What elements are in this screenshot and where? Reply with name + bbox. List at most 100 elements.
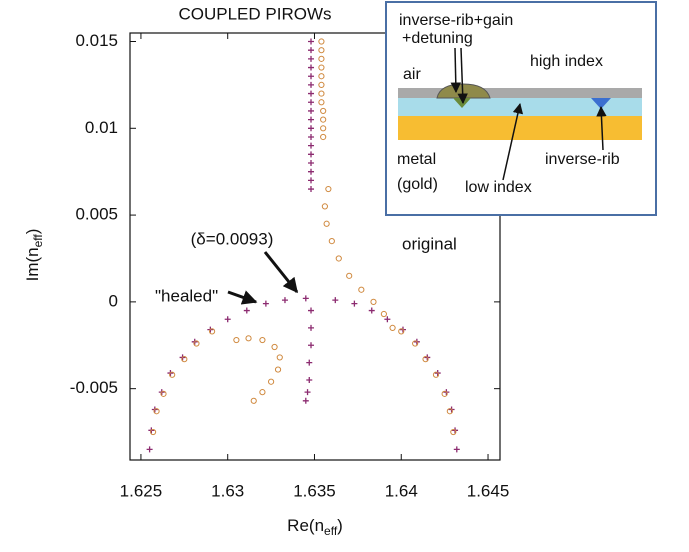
circle-marker — [370, 298, 377, 305]
plus-marker — [308, 73, 315, 80]
circle-marker — [320, 125, 327, 132]
plus-marker — [384, 316, 391, 323]
plus-marker — [308, 160, 315, 167]
x-tick-label: 1.625 — [120, 481, 163, 500]
circle-marker — [271, 343, 278, 351]
circle-marker — [169, 371, 176, 378]
circle-marker — [318, 81, 325, 88]
x-tick-label: 1.63 — [211, 481, 244, 500]
circle-marker — [358, 286, 365, 293]
inset-label: inverse-rib — [545, 151, 620, 168]
circle-marker — [318, 38, 325, 45]
circle-marker — [318, 64, 325, 71]
plus-marker — [308, 307, 315, 314]
circle-marker — [259, 336, 266, 344]
plus-marker — [308, 151, 315, 158]
arrow — [263, 251, 299, 294]
plus-marker — [302, 295, 309, 302]
y-tick-label: 0.01 — [85, 118, 118, 137]
circle-marker — [323, 220, 330, 227]
plus-marker — [308, 90, 315, 97]
circle-marker — [412, 340, 419, 347]
circle-marker — [441, 390, 448, 397]
plot: -0.005 0 0.005 0.01 0.015 1.625 1.63 1.635 1.64 1… — [70, 31, 510, 500]
inset-label: inverse-rib+gain — [399, 12, 513, 29]
y-tick-label: 0.015 — [75, 31, 118, 50]
circle-marker — [259, 389, 266, 396]
plus-marker — [308, 142, 315, 149]
plus-marker — [224, 316, 231, 323]
inset-label: low index — [465, 179, 532, 196]
circle-marker — [335, 255, 342, 262]
plus-marker — [308, 55, 315, 62]
high-index-layer — [398, 88, 642, 98]
plus-marker — [308, 125, 315, 132]
plus-marker — [308, 133, 315, 140]
plus-marker — [302, 397, 309, 404]
plus-marker — [146, 446, 153, 453]
circle-marker — [318, 99, 325, 106]
plus-marker — [308, 168, 315, 175]
plus-marker — [308, 116, 315, 123]
circle-marker — [325, 185, 332, 193]
circle-marker — [149, 428, 157, 436]
plus-marker — [243, 307, 250, 314]
circle-marker — [318, 55, 325, 62]
plus-marker — [308, 107, 315, 114]
inset-label: air — [403, 66, 421, 83]
chart-title: COUPLED PIROWs — [178, 4, 331, 23]
circle-marker — [398, 328, 405, 335]
circle-marker — [446, 408, 453, 415]
circle-marker — [389, 324, 396, 332]
plus-marker — [308, 177, 315, 184]
circle-marker — [153, 408, 160, 415]
inset-arrow — [457, 47, 468, 105]
plus-marker — [304, 389, 311, 396]
plus-marker — [306, 376, 313, 383]
delta-annotation: (δ=0.0093) — [191, 229, 274, 248]
plus-marker — [453, 446, 460, 453]
healed-annotation: "healed" — [155, 286, 218, 305]
arrow — [227, 290, 258, 305]
circle-marker — [450, 428, 457, 436]
inset-arrow — [450, 47, 462, 94]
y-axis-label: Im(neff) — [23, 229, 45, 282]
circle-marker — [318, 73, 325, 80]
y-tick-label: 0 — [109, 291, 118, 310]
circle-marker — [328, 238, 335, 245]
circle-marker — [267, 378, 275, 385]
plus-marker — [368, 307, 375, 314]
circle-marker — [181, 356, 188, 363]
original-annotation: original — [402, 234, 457, 253]
plus-marker — [306, 359, 313, 366]
circle-marker — [276, 354, 283, 361]
plus-marker — [308, 64, 315, 71]
x-tick-label: 1.635 — [293, 481, 336, 500]
plus-marker — [308, 186, 315, 193]
circle-marker — [245, 335, 252, 342]
plus-marker — [308, 324, 315, 331]
y-tick-label: 0.005 — [75, 205, 118, 224]
circle-marker — [346, 272, 353, 279]
x-axis-label: Re(neff) — [287, 516, 343, 538]
circle-marker — [233, 336, 240, 344]
plus-marker — [308, 47, 315, 54]
plus-marker — [332, 297, 339, 304]
circle-marker — [432, 371, 440, 378]
plus-marker — [351, 300, 358, 307]
y-tick-label: -0.005 — [70, 378, 118, 397]
inset-label: metal — [397, 151, 436, 168]
inverse-rib-shape — [591, 98, 611, 109]
circle-marker — [160, 390, 167, 397]
inset-label: (gold) — [397, 176, 438, 193]
inset: inverse-rib+gain +detuning air high inde… — [385, 1, 657, 216]
inset-label: +detuning — [402, 30, 473, 47]
inset-label: high index — [530, 53, 603, 70]
metal-layer — [398, 116, 642, 140]
inset-arrow — [502, 102, 524, 181]
circle-marker — [274, 366, 282, 373]
circle-marker — [318, 47, 325, 54]
circle-marker — [320, 133, 327, 141]
plus-marker — [308, 38, 315, 45]
